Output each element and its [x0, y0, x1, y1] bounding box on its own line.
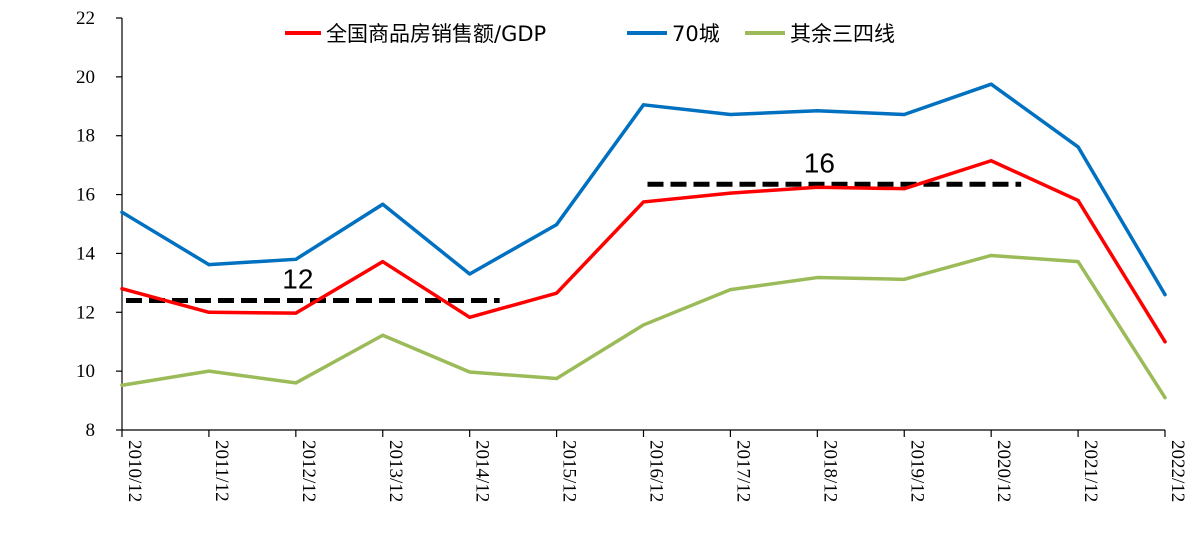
series-1-point — [641, 103, 646, 107]
series-0-point — [902, 187, 906, 191]
series-2-point — [554, 376, 559, 381]
x-tick-label: 2019/12 — [906, 440, 927, 502]
x-tick-label: 2013/12 — [385, 440, 406, 502]
series-0-point — [554, 291, 559, 295]
y-tick-label: 20 — [76, 67, 95, 88]
x-tick-label: 2010/12 — [124, 440, 145, 502]
series-0-point — [294, 311, 298, 315]
series-1-point — [468, 272, 472, 276]
series-0-point — [728, 191, 733, 195]
legend: 全国商品房销售额/GDP 70城 其余三四线 — [285, 22, 895, 46]
x-tick-label: 2014/12 — [472, 440, 493, 502]
y-tick-label: 12 — [76, 302, 95, 323]
series-2-point — [294, 381, 298, 385]
series-lines — [120, 82, 1167, 400]
series-line-1 — [120, 82, 1167, 297]
series-1-point — [815, 109, 819, 113]
y-tick-label: 22 — [76, 8, 95, 29]
series-0-point — [989, 159, 993, 163]
series-0-point — [381, 260, 385, 264]
y-tick-label: 16 — [76, 185, 95, 206]
x-tick-label: 2020/12 — [993, 440, 1014, 502]
legend-label-1: 70城 — [672, 22, 720, 46]
series-2-point — [815, 275, 819, 280]
series-1-point — [1076, 145, 1080, 149]
series-2-point — [120, 383, 124, 387]
series-1-point — [554, 222, 559, 227]
series-2-point — [468, 370, 472, 374]
series-2-point — [641, 323, 646, 327]
reference-label-16: 16 — [804, 147, 835, 178]
x-tick-label: 2017/12 — [732, 440, 753, 502]
x-tick-label: 2011/12 — [211, 440, 232, 502]
axes: 8 10 12 14 16 18 20 22 2010/12 2011/12 2012/12 2013… — [76, 8, 1188, 502]
series-1-point — [207, 263, 211, 267]
series-1-point — [1163, 293, 1167, 297]
series-2-point — [1163, 396, 1167, 400]
series-2-point — [989, 253, 993, 258]
y-tick-label: 10 — [76, 361, 95, 382]
y-tick-label: 18 — [76, 126, 95, 147]
annotations: 12 16 — [126, 147, 1022, 304]
series-1-point — [381, 202, 385, 206]
y-tick-label: 14 — [76, 243, 96, 264]
y-tick-label: 8 — [86, 420, 96, 441]
series-0-point — [207, 310, 211, 314]
series-1-point — [120, 210, 124, 214]
x-tick-label: 2016/12 — [646, 440, 667, 502]
series-2-point — [1076, 260, 1080, 264]
series-line-0 — [120, 158, 1167, 344]
series-0-point — [641, 200, 646, 204]
x-tick-label: 2021/12 — [1080, 440, 1101, 502]
x-tick-label: 2012/12 — [298, 440, 319, 502]
x-tick-label: 2018/12 — [819, 440, 840, 502]
series-1-point — [294, 257, 298, 261]
series-0-point — [1076, 198, 1080, 203]
series-0-point — [815, 185, 819, 189]
series-1-point — [989, 82, 993, 86]
series-1-point — [728, 112, 733, 117]
x-tick-label: 2015/12 — [559, 440, 580, 502]
series-2-point — [381, 333, 385, 337]
series-2-point — [207, 369, 211, 373]
legend-label-0: 全国商品房销售额/GDP — [326, 22, 546, 46]
series-0-point — [1163, 340, 1167, 344]
series-2-point — [728, 288, 733, 292]
series-line-2 — [120, 253, 1167, 400]
series-1-point — [902, 112, 906, 117]
series-2-point — [902, 277, 906, 281]
series-0-point — [120, 287, 124, 291]
legend-label-2: 其余三四线 — [790, 22, 895, 46]
x-tick-label: 2022/12 — [1167, 440, 1188, 502]
reference-label-12: 12 — [282, 264, 313, 295]
series-0-point — [468, 315, 472, 319]
